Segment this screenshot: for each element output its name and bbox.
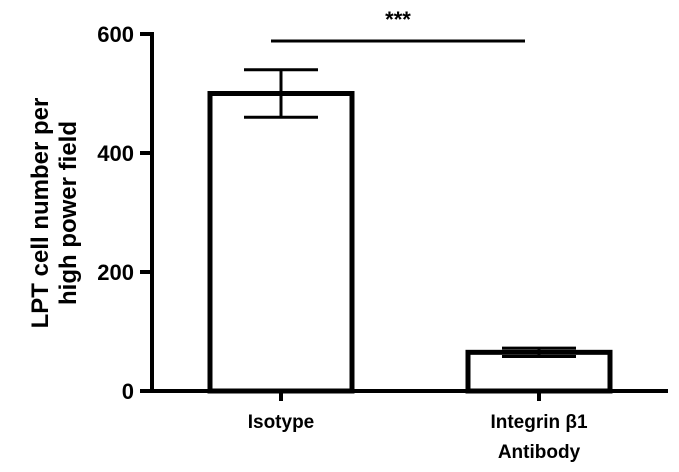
plot-area: 0 200 400 600 Isotype Integrin β1 Antibody *** [97,7,668,463]
y-tick-label: 600 [97,22,134,47]
significance-label: *** [385,7,411,32]
y-tick-label: 400 [97,141,134,166]
y-axis-label-line-2: high power field [55,121,82,305]
y-tick-label: 200 [97,260,134,285]
x-tick-label: Antibody [498,442,581,463]
x-tick-label: Integrin β1 [490,412,588,433]
bar [207,91,355,394]
y-axis-label-line-1: LPT cell number per [27,98,54,329]
y-axis-title: LPT cell number per high power field [27,98,82,329]
x-tick-label: Isotype [248,412,315,433]
y-tick-label: 0 [122,379,134,404]
bar [465,349,613,394]
